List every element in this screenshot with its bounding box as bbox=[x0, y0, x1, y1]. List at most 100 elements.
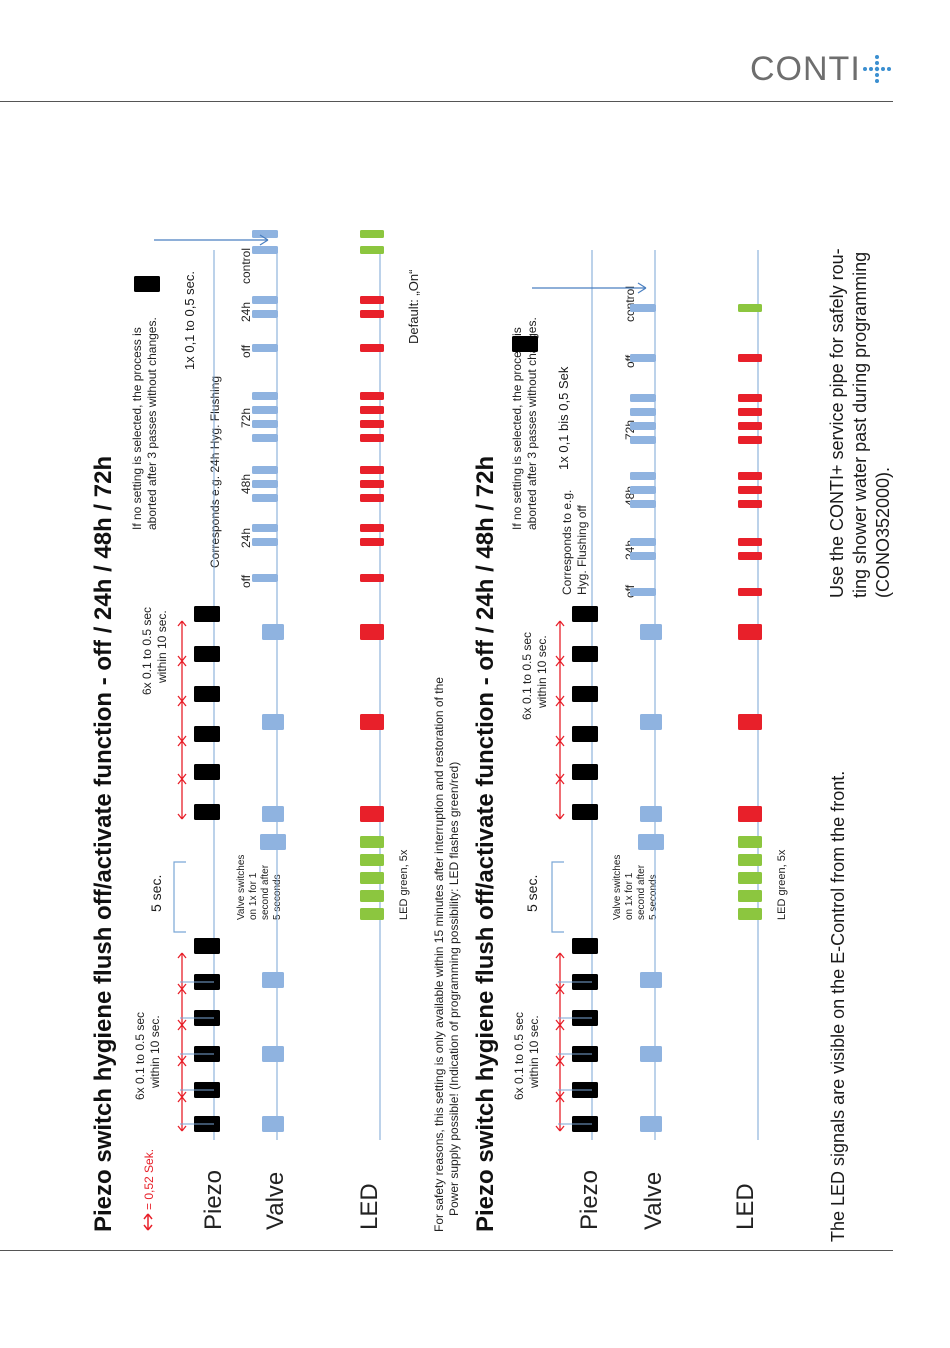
valve-pulse bbox=[262, 1116, 284, 1132]
led-green-pulse bbox=[738, 304, 762, 312]
valve-pulse bbox=[638, 834, 664, 850]
piezo-pulse bbox=[572, 686, 598, 702]
led-red-pulse bbox=[738, 472, 762, 480]
piezo-pulse bbox=[194, 686, 220, 702]
led-red-pulse bbox=[360, 344, 384, 352]
led-red-pulse bbox=[360, 624, 384, 640]
press-interval-arrow bbox=[177, 620, 187, 662]
led-green-pulse bbox=[738, 890, 762, 902]
press-interval-arrow bbox=[555, 778, 565, 820]
valve-pulse bbox=[262, 624, 284, 640]
timing-diagram bbox=[134, 230, 762, 1231]
piezo-pulse bbox=[572, 938, 598, 954]
valve-option-pulse bbox=[630, 304, 656, 312]
valve-option-pulse bbox=[252, 434, 278, 442]
led-red-pulse bbox=[360, 714, 384, 730]
press-interval-arrow bbox=[177, 700, 187, 742]
press-interval-arrow bbox=[555, 952, 565, 990]
led-red-pulse bbox=[738, 714, 762, 730]
valve-pulse bbox=[640, 1116, 662, 1132]
valve-option-pulse bbox=[630, 436, 656, 444]
valve-pulse bbox=[640, 972, 662, 988]
led-green-pulse bbox=[360, 890, 384, 902]
valve-option-pulse bbox=[630, 422, 656, 430]
rotated-content: Piezo switch hygiene flush off/activate … bbox=[90, 150, 893, 1250]
end-arrow bbox=[532, 282, 647, 294]
press-interval-arrow bbox=[177, 952, 187, 990]
piezo-confirm-pulse bbox=[134, 276, 160, 292]
press-interval-arrow bbox=[177, 740, 187, 780]
valve-pulse bbox=[262, 1046, 284, 1062]
valve-option-pulse bbox=[252, 344, 278, 352]
led-red-pulse bbox=[360, 524, 384, 532]
led-red-pulse bbox=[738, 588, 762, 596]
piezo-pulse bbox=[194, 726, 220, 742]
press-interval-arrow bbox=[555, 1096, 565, 1132]
led-green-pulse bbox=[360, 854, 384, 866]
piezo-pulse bbox=[194, 764, 220, 780]
valve-option-pulse bbox=[630, 472, 656, 480]
piezo-pulse bbox=[572, 764, 598, 780]
wait-brace bbox=[551, 861, 564, 933]
piezo-pulse bbox=[194, 938, 220, 954]
led-red-pulse bbox=[360, 406, 384, 414]
valve-option-pulse bbox=[252, 420, 278, 428]
valve-option-pulse bbox=[252, 310, 278, 318]
led-green-pulse bbox=[738, 908, 762, 920]
piezo-pulse bbox=[572, 726, 598, 742]
led-green-pulse bbox=[738, 854, 762, 866]
piezo-pulse bbox=[194, 646, 220, 662]
led-red-pulse bbox=[738, 408, 762, 416]
press-interval-arrow bbox=[177, 660, 187, 702]
legend-double-arrow-icon bbox=[143, 1213, 153, 1231]
valve-option-pulse bbox=[630, 354, 656, 362]
led-red-pulse bbox=[738, 806, 762, 822]
led-green-pulse bbox=[360, 246, 384, 254]
press-interval-arrow bbox=[177, 1060, 187, 1098]
press-interval-arrow bbox=[555, 1024, 565, 1062]
top-rule bbox=[0, 101, 893, 102]
led-green-pulse bbox=[360, 908, 384, 920]
led-red-pulse bbox=[360, 392, 384, 400]
valve-option-pulse bbox=[252, 538, 278, 546]
valve-option-pulse bbox=[252, 574, 278, 582]
valve-pulse bbox=[640, 714, 662, 730]
press-interval-arrow bbox=[555, 700, 565, 742]
led-red-pulse bbox=[738, 394, 762, 402]
led-green-pulse bbox=[360, 230, 384, 238]
led-red-pulse bbox=[360, 310, 384, 318]
valve-option-pulse bbox=[630, 408, 656, 416]
piezo-pulse bbox=[572, 606, 598, 622]
led-red-pulse bbox=[738, 500, 762, 508]
valve-pulse bbox=[640, 806, 662, 822]
led-red-pulse bbox=[738, 486, 762, 494]
led-red-pulse bbox=[360, 574, 384, 582]
led-red-pulse bbox=[360, 494, 384, 502]
press-interval-arrow bbox=[555, 1060, 565, 1098]
led-red-pulse bbox=[360, 420, 384, 428]
piezo-pulse bbox=[572, 804, 598, 820]
led-red-pulse bbox=[738, 436, 762, 444]
valve-option-pulse bbox=[252, 296, 278, 304]
led-red-pulse bbox=[360, 296, 384, 304]
valve-option-pulse bbox=[630, 486, 656, 494]
valve-option-pulse bbox=[252, 392, 278, 400]
led-red-pulse bbox=[360, 538, 384, 546]
led-red-pulse bbox=[738, 354, 762, 362]
led-red-pulse bbox=[360, 434, 384, 442]
bottom-rule bbox=[0, 1250, 893, 1251]
valve-option-pulse bbox=[252, 524, 278, 532]
wait-brace bbox=[173, 861, 186, 933]
piezo-pulse bbox=[572, 646, 598, 662]
press-interval-arrow bbox=[177, 778, 187, 820]
press-interval-arrow bbox=[177, 1024, 187, 1062]
led-green-pulse bbox=[360, 836, 384, 848]
valve-option-pulse bbox=[630, 500, 656, 508]
led-red-pulse bbox=[360, 466, 384, 474]
led-red-pulse bbox=[360, 480, 384, 488]
led-green-pulse bbox=[360, 872, 384, 884]
led-green-pulse bbox=[738, 836, 762, 848]
valve-pulse bbox=[260, 834, 286, 850]
valve-option-pulse bbox=[252, 406, 278, 414]
press-interval-arrow bbox=[555, 660, 565, 702]
